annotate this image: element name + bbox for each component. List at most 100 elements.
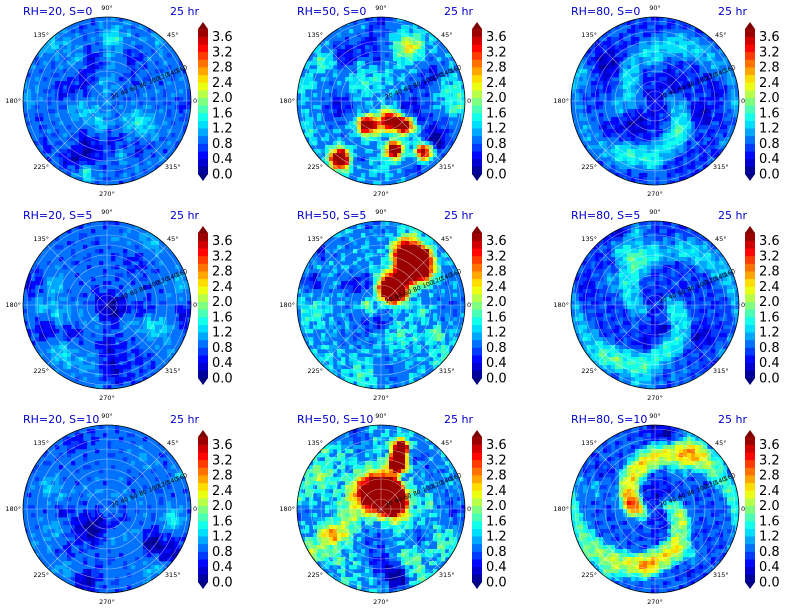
heatmap-cell bbox=[631, 161, 636, 166]
heatmap-cell bbox=[373, 273, 378, 278]
heatmap-cell bbox=[87, 73, 92, 78]
heatmap-cell bbox=[301, 273, 306, 278]
heatmap-cell bbox=[313, 121, 318, 126]
heatmap-cell bbox=[659, 129, 664, 134]
heatmap-cell bbox=[417, 241, 422, 246]
heatmap-cell bbox=[647, 117, 652, 122]
heatmap-cell bbox=[135, 225, 140, 230]
heatmap-cell bbox=[139, 149, 144, 154]
heatmap-cell bbox=[63, 133, 68, 138]
heatmap-cell bbox=[67, 81, 72, 86]
heatmap-cell bbox=[183, 305, 188, 310]
heatmap-cell bbox=[55, 313, 60, 318]
heatmap-cell bbox=[445, 41, 450, 46]
heatmap-cell bbox=[667, 81, 672, 86]
heatmap-cell bbox=[167, 45, 172, 50]
heatmap-cell bbox=[107, 57, 112, 62]
heatmap-cell bbox=[365, 101, 370, 106]
heatmap-cell bbox=[425, 121, 430, 126]
heatmap-cell bbox=[103, 377, 108, 382]
heatmap-cell bbox=[79, 353, 84, 358]
heatmap-cell bbox=[79, 101, 84, 106]
heatmap-cell bbox=[179, 305, 184, 310]
heatmap-cell bbox=[119, 357, 124, 362]
heatmap-cell bbox=[179, 277, 184, 282]
heatmap-cell bbox=[695, 49, 700, 54]
heatmap-cell bbox=[59, 41, 64, 46]
heatmap-cell bbox=[39, 289, 44, 294]
heatmap-cell bbox=[341, 157, 346, 162]
angle-tick-label: 180° bbox=[553, 97, 569, 105]
heatmap-cell bbox=[325, 277, 330, 282]
heatmap-cell bbox=[87, 365, 92, 370]
heatmap-cell bbox=[401, 129, 406, 134]
heatmap-cell bbox=[325, 65, 330, 70]
heatmap-cell bbox=[659, 45, 664, 50]
heatmap-cell bbox=[615, 149, 620, 154]
heatmap-cell bbox=[405, 233, 410, 238]
colorbar-segment bbox=[198, 29, 208, 37]
heatmap-cell bbox=[83, 25, 88, 30]
time-label: 25 hr bbox=[170, 209, 199, 222]
heatmap-cell bbox=[353, 97, 358, 102]
heatmap-cell bbox=[155, 333, 160, 338]
heatmap-cell bbox=[39, 101, 44, 106]
heatmap-cell bbox=[365, 281, 370, 286]
heatmap-cell bbox=[627, 145, 632, 150]
heatmap-cell bbox=[95, 237, 100, 242]
heatmap-cell bbox=[59, 97, 64, 102]
heatmap-cell bbox=[727, 105, 732, 110]
heatmap-cell bbox=[699, 97, 704, 102]
heatmap-cell bbox=[43, 321, 48, 326]
heatmap-cell bbox=[47, 97, 52, 102]
heatmap-cell bbox=[135, 113, 140, 118]
heatmap-cell bbox=[433, 121, 438, 126]
heatmap-cell bbox=[143, 377, 148, 382]
heatmap-cell bbox=[373, 137, 378, 142]
heatmap-cell bbox=[405, 49, 410, 54]
heatmap-cell bbox=[405, 109, 410, 114]
heatmap-cell bbox=[135, 45, 140, 50]
heatmap-cell bbox=[365, 273, 370, 278]
heatmap-cell bbox=[67, 49, 72, 54]
heatmap-cell bbox=[643, 53, 648, 58]
heatmap-cell bbox=[715, 89, 720, 94]
heatmap-cell bbox=[405, 137, 410, 142]
heatmap-cell bbox=[377, 45, 382, 50]
heatmap-cell bbox=[175, 325, 180, 330]
heatmap-cell bbox=[385, 133, 390, 138]
heatmap-cell bbox=[365, 305, 370, 310]
colorbar-tick-label: 3.6 bbox=[486, 30, 507, 45]
heatmap-cell bbox=[79, 97, 84, 102]
heatmap-cell bbox=[365, 237, 370, 242]
heatmap-cell bbox=[139, 309, 144, 314]
heatmap-cell bbox=[433, 245, 438, 250]
heatmap-cell bbox=[83, 169, 88, 174]
heatmap-cell bbox=[599, 145, 604, 150]
heatmap-cell bbox=[333, 301, 338, 306]
heatmap-cell bbox=[389, 129, 394, 134]
heatmap-cell bbox=[587, 129, 592, 134]
heatmap-cell bbox=[107, 137, 112, 142]
heatmap-cell bbox=[301, 297, 306, 302]
heatmap-cell bbox=[461, 297, 465, 302]
heatmap-cell bbox=[87, 157, 92, 162]
heatmap-cell bbox=[599, 61, 604, 66]
heatmap-cell bbox=[631, 153, 636, 158]
heatmap-cell bbox=[325, 145, 330, 150]
heatmap-cell bbox=[679, 45, 684, 50]
heatmap-cell bbox=[333, 289, 338, 294]
heatmap-cell bbox=[67, 313, 72, 318]
heatmap-cell bbox=[95, 373, 100, 378]
heatmap-cell bbox=[389, 17, 394, 22]
heatmap-cell bbox=[615, 117, 620, 122]
heatmap-cell bbox=[695, 41, 700, 46]
heatmap-cell bbox=[349, 269, 354, 274]
heatmap-cell bbox=[329, 81, 334, 86]
heatmap-cell bbox=[449, 125, 454, 130]
heatmap-cell bbox=[429, 89, 434, 94]
heatmap-cell bbox=[135, 361, 140, 366]
heatmap-cell bbox=[333, 49, 338, 54]
heatmap-cell bbox=[115, 33, 120, 38]
heatmap-cell bbox=[651, 21, 656, 26]
